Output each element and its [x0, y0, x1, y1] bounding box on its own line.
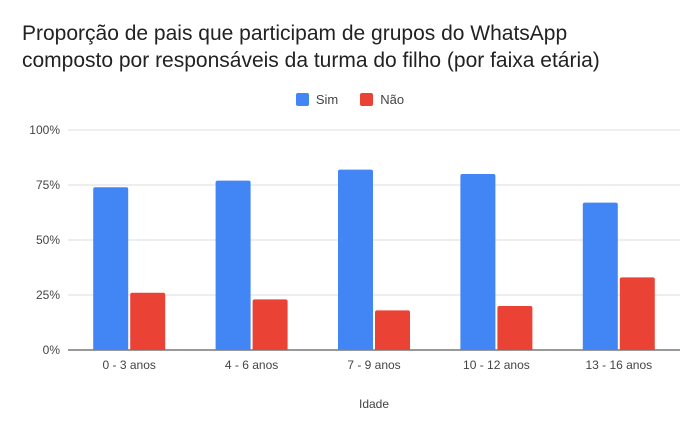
bar-nao: [130, 292, 166, 350]
bar-nao: [252, 299, 288, 350]
chart-title-line-2: composto por responsáveis da turma do fi…: [22, 49, 600, 72]
bar-sim: [460, 174, 496, 350]
bar-nao: [619, 277, 655, 350]
legend-item-sim: Sim: [295, 92, 339, 107]
legend-label-nao: Não: [380, 92, 405, 107]
bar-sim: [93, 187, 129, 350]
bar-nao: [375, 310, 410, 350]
chart-title: Proporção de pais que participam de grup…: [22, 20, 692, 74]
bar-nao: [497, 306, 533, 350]
y-tick-label: 0%: [43, 343, 61, 357]
y-tick-label: 100%: [29, 123, 60, 137]
x-tick-label: 10 - 12 anos: [463, 358, 530, 372]
x-tick-label: 0 - 3 anos: [103, 358, 156, 372]
legend-label-sim: Sim: [315, 92, 339, 107]
x-tick-label: 4 - 6 anos: [225, 358, 278, 372]
x-axis-title: Idade: [359, 397, 389, 411]
bar-sim: [582, 202, 618, 350]
legend-swatch-nao: [360, 93, 374, 106]
legend-swatch-sim: [295, 93, 309, 106]
y-tick-label: 50%: [36, 233, 60, 247]
bar-sim: [215, 180, 251, 350]
y-tick-label: 25%: [36, 288, 60, 302]
y-tick-label: 75%: [36, 178, 60, 192]
legend-item-nao: Não: [360, 92, 404, 107]
legend: Sim Não: [0, 92, 700, 107]
bar-sim: [338, 169, 373, 350]
chart-title-line-1: Proporção de pais que participam de grup…: [22, 22, 568, 45]
x-tick-label: 7 - 9 anos: [347, 358, 400, 372]
x-tick-label: 13 - 16 anos: [585, 358, 652, 372]
